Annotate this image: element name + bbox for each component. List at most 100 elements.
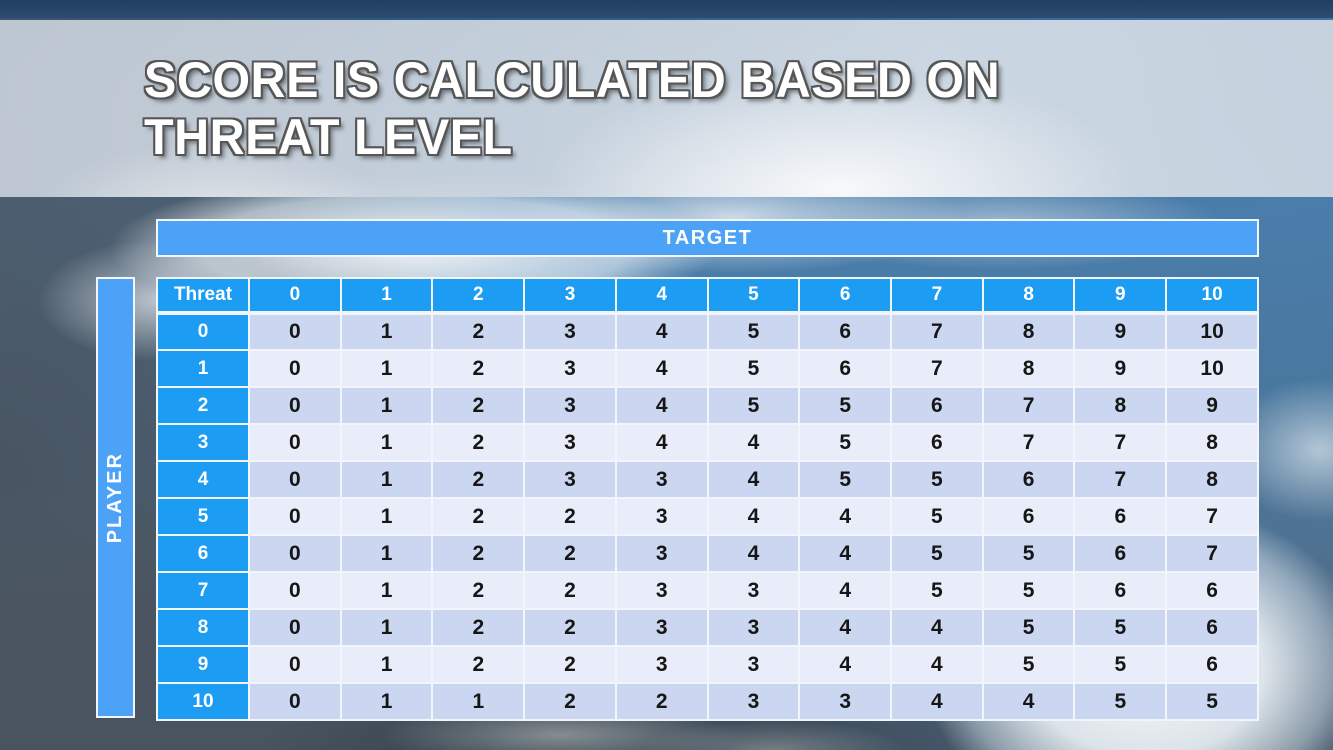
row-header-cell: 10	[156, 682, 250, 721]
table-row: 10 0 1 1 2 2 3 3 4 4 5 5	[156, 682, 1259, 721]
score-cell: 1	[339, 645, 434, 684]
col-header-cell: 5	[706, 277, 801, 315]
score-cell: 5	[706, 386, 801, 425]
table-row: 1 0 1 2 3 4 5 6 7 8 9 10	[156, 349, 1259, 388]
header-row: Threat 0 1 2 3 4 5 6 7 8 9 10	[156, 277, 1259, 315]
score-cell: 9	[1073, 349, 1168, 388]
score-cell: 5	[981, 534, 1076, 573]
score-cell: 4	[614, 423, 709, 462]
score-cell: 10	[1165, 312, 1259, 351]
score-cell: 5	[981, 571, 1076, 610]
score-cell: 2	[523, 608, 617, 647]
col-header-cell: 6	[798, 277, 893, 315]
score-cell: 4	[890, 682, 984, 721]
score-cell: 0	[248, 497, 342, 536]
score-cell: 2	[431, 386, 526, 425]
score-cell: 0	[248, 608, 342, 647]
score-cell: 7	[981, 423, 1076, 462]
score-cell: 0	[248, 460, 342, 499]
score-cell: 6	[1165, 645, 1259, 684]
score-cell: 1	[339, 312, 434, 351]
score-cell: 3	[523, 349, 617, 388]
score-cell: 5	[1073, 645, 1168, 684]
score-cell: 2	[431, 312, 526, 351]
col-header-cell: 2	[431, 277, 526, 315]
score-cell: 4	[706, 497, 801, 536]
score-cell: 0	[248, 682, 342, 721]
score-cell: 6	[1073, 571, 1168, 610]
score-cell: 4	[614, 386, 709, 425]
score-cell: 6	[981, 497, 1076, 536]
row-header-cell: 5	[156, 497, 250, 536]
score-cell: 2	[431, 645, 526, 684]
score-cell: 5	[1073, 682, 1168, 721]
title-band	[0, 20, 1333, 197]
score-table: Threat 0 1 2 3 4 5 6 7 8 9 10 0 0 1 2 3 4 5 6 7 8 9 10 1 0 1 2 3 4 5 6…	[156, 277, 1259, 721]
player-axis-header: PLAYER	[96, 277, 135, 718]
score-cell: 7	[890, 349, 984, 388]
score-cell: 10	[1165, 349, 1259, 388]
row-header-cell: 1	[156, 349, 250, 388]
score-cell: 5	[890, 534, 984, 573]
score-cell: 3	[706, 645, 801, 684]
score-cell: 5	[890, 497, 984, 536]
score-cell: 6	[1073, 534, 1168, 573]
score-cell: 2	[523, 682, 617, 721]
score-cell: 8	[981, 349, 1076, 388]
score-cell: 0	[248, 349, 342, 388]
slide-title: SCORE IS CALCULATED BASED ON THREAT LEVE…	[144, 52, 1000, 165]
score-cell: 6	[798, 349, 893, 388]
score-cell: 6	[1165, 571, 1259, 610]
score-cell: 4	[614, 349, 709, 388]
score-cell: 8	[981, 312, 1076, 351]
score-cell: 1	[339, 571, 434, 610]
score-cell: 2	[431, 608, 526, 647]
score-table-header: Threat 0 1 2 3 4 5 6 7 8 9 10	[156, 277, 1259, 315]
score-cell: 3	[614, 645, 709, 684]
score-cell: 8	[1165, 423, 1259, 462]
score-cell: 6	[890, 386, 984, 425]
score-cell: 8	[1073, 386, 1168, 425]
score-cell: 3	[798, 682, 893, 721]
score-cell: 1	[431, 682, 526, 721]
score-cell: 1	[339, 423, 434, 462]
score-cell: 7	[1073, 423, 1168, 462]
score-cell: 2	[431, 349, 526, 388]
score-cell: 4	[981, 682, 1076, 721]
score-cell: 7	[890, 312, 984, 351]
score-cell: 4	[706, 534, 801, 573]
row-header-cell: 3	[156, 423, 250, 462]
score-cell: 2	[523, 534, 617, 573]
score-cell: 4	[706, 423, 801, 462]
row-header-cell: 9	[156, 645, 250, 684]
score-cell: 4	[798, 497, 893, 536]
col-header-cell: 1	[339, 277, 434, 315]
score-cell: 1	[339, 682, 434, 721]
score-cell: 0	[248, 571, 342, 610]
score-cell: 3	[523, 423, 617, 462]
score-cell: 3	[614, 460, 709, 499]
score-cell: 4	[890, 608, 984, 647]
score-cell: 1	[339, 349, 434, 388]
score-cell: 4	[798, 608, 893, 647]
col-header-cell: 3	[523, 277, 617, 315]
score-cell: 9	[1165, 386, 1259, 425]
score-cell: 3	[614, 534, 709, 573]
score-cell: 6	[1073, 497, 1168, 536]
score-cell: 3	[523, 386, 617, 425]
row-header-cell: 6	[156, 534, 250, 573]
score-cell: 3	[523, 312, 617, 351]
target-axis-label: TARGET	[662, 226, 753, 249]
score-cell: 7	[981, 386, 1076, 425]
score-cell: 7	[1165, 534, 1259, 573]
score-cell: 2	[523, 645, 617, 684]
score-cell: 0	[248, 312, 342, 351]
player-axis-label: PLAYER	[104, 451, 126, 544]
score-cell: 3	[614, 608, 709, 647]
col-header-cell: 8	[981, 277, 1076, 315]
score-cell: 7	[1165, 497, 1259, 536]
